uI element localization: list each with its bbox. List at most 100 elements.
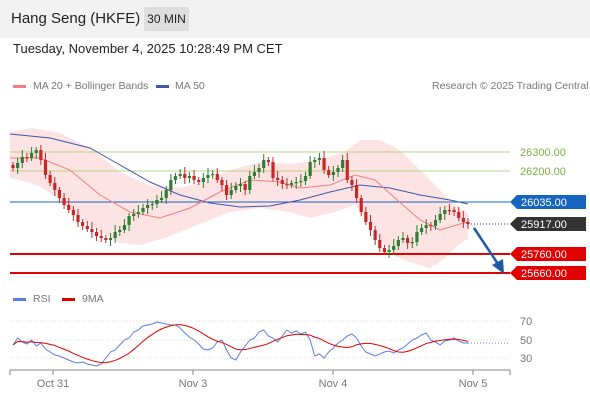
- support-badge: [510, 247, 586, 261]
- candle-body: [299, 181, 303, 183]
- candle-body: [39, 150, 43, 160]
- candle-body: [25, 157, 29, 159]
- candle-body: [410, 242, 414, 244]
- candle-body: [419, 228, 424, 232]
- candle-body: [122, 225, 127, 230]
- ma20-swatch: [13, 85, 26, 88]
- candle-body: [104, 238, 108, 240]
- candle-body: [359, 198, 363, 212]
- candle-body: [118, 230, 122, 232]
- ma9-swatch: [62, 298, 75, 301]
- candle-body: [289, 183, 294, 185]
- candle-body: [401, 238, 405, 240]
- resistance-label: 26200.00: [520, 166, 566, 178]
- rsi-legend-label: RSI: [33, 293, 51, 305]
- rsi-level-label: 30: [520, 353, 532, 365]
- candle-body: [183, 174, 187, 178]
- x-tick-label: Nov 5: [459, 378, 488, 390]
- last-badge-label: 25917.00: [521, 219, 567, 231]
- candle-body: [429, 225, 433, 227]
- candle-body: [81, 222, 85, 226]
- candle-body: [262, 160, 266, 168]
- candle-body: [141, 208, 145, 212]
- candle-body: [62, 198, 66, 205]
- candle-body: [285, 184, 289, 186]
- candle-body: [243, 184, 247, 190]
- candle-body: [354, 185, 359, 198]
- candle-body: [150, 204, 154, 206]
- candle-body: [206, 175, 210, 178]
- support-badge: [510, 266, 586, 280]
- candle-body: [90, 229, 94, 232]
- bollinger-band: [10, 128, 468, 268]
- candle-body: [127, 216, 131, 225]
- candle-body: [238, 184, 243, 186]
- support-badge-label: 25760.00: [521, 249, 567, 261]
- candle-body: [438, 214, 442, 220]
- support-badge-label: 25660.00: [521, 268, 567, 280]
- candle-body: [345, 160, 349, 180]
- candle-body: [234, 186, 238, 190]
- candle-body: [276, 178, 280, 180]
- candle-body: [415, 232, 419, 242]
- candle-body: [48, 175, 52, 183]
- candle-body: [322, 158, 326, 170]
- candle-body: [11, 165, 15, 168]
- timeframe-button[interactable]: 30 MIN: [144, 7, 189, 31]
- candle-body: [280, 180, 284, 184]
- candle-body: [224, 185, 229, 195]
- ma20-legend-label: MA 20 + Bollinger Bands: [33, 80, 149, 92]
- rsi-level-label: 50: [520, 335, 532, 347]
- pivot-badge-label: 26035.00: [521, 197, 567, 209]
- candle-body: [215, 174, 219, 180]
- ma9-legend-label: 9MA: [82, 293, 104, 305]
- candle-body: [29, 153, 34, 158]
- last-badge: [510, 217, 586, 231]
- candle-body: [132, 214, 136, 216]
- candle-body: [197, 180, 201, 182]
- x-tick-label: Oct 31: [37, 378, 69, 390]
- candle-body: [373, 230, 377, 240]
- x-tick-label: Nov 3: [179, 378, 208, 390]
- ma20-line: [10, 157, 469, 231]
- candle-body: [336, 168, 340, 172]
- candle-body: [341, 160, 345, 168]
- candle-body: [252, 172, 257, 176]
- candle-body: [461, 218, 465, 222]
- candle-body: [173, 176, 178, 180]
- credit-text: Research © 2025 Trading Central: [432, 80, 589, 92]
- candle-body: [229, 190, 233, 195]
- rsi-line: [12, 321, 468, 367]
- chart-header: Hang Seng (HKFE) 30 MIN: [0, 0, 590, 38]
- candle-body: [466, 222, 470, 224]
- candle-body: [406, 238, 410, 243]
- candle-body: [433, 220, 438, 226]
- candle-body: [187, 176, 192, 178]
- candle-body: [271, 162, 275, 178]
- ma50-swatch: [156, 85, 169, 88]
- candle-body: [20, 157, 24, 163]
- candle-body: [220, 180, 224, 185]
- candle-body: [155, 200, 159, 204]
- candle-body: [364, 212, 368, 222]
- rsi-level-label: 70: [520, 316, 532, 328]
- candle-body: [57, 190, 62, 198]
- candle-body: [248, 176, 252, 190]
- candle-body: [387, 250, 391, 252]
- candle-body: [331, 172, 335, 175]
- candle-body: [113, 232, 117, 238]
- candle-body: [443, 210, 447, 214]
- candlesticks: [11, 145, 470, 258]
- x-tick-label: Nov 4: [319, 378, 348, 390]
- candle-body: [396, 240, 400, 246]
- candle-body: [457, 212, 461, 218]
- candle-body: [211, 174, 215, 176]
- candle-body: [34, 150, 38, 153]
- pivot-badge: [510, 195, 586, 209]
- chart-datetime: Tuesday, November 4, 2025 10:28:49 PM CE…: [13, 41, 283, 56]
- candle-body: [424, 225, 428, 228]
- candle-body: [382, 248, 387, 252]
- candle-body: [368, 222, 373, 230]
- candle-body: [146, 205, 150, 208]
